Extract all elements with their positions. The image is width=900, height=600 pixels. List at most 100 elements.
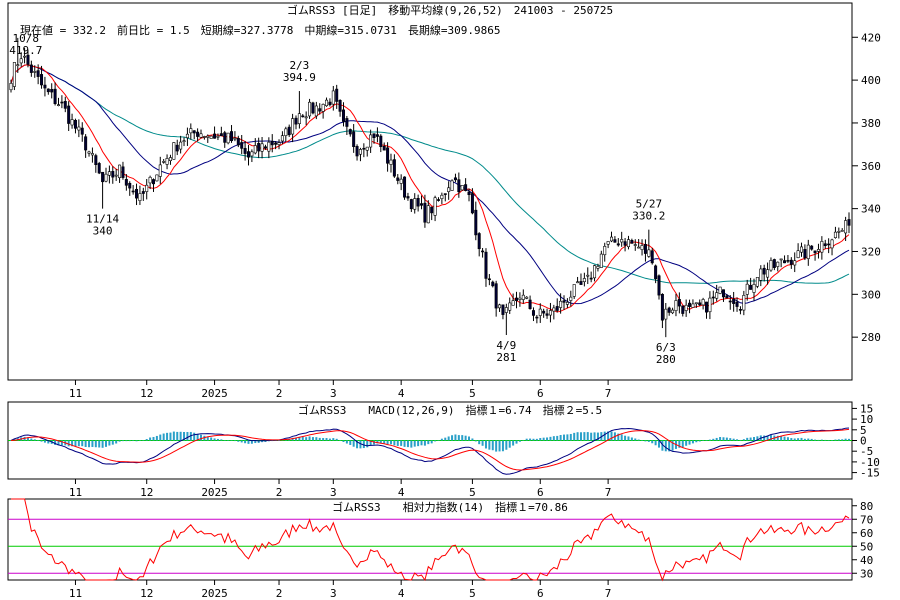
candle-body <box>481 250 485 253</box>
candle-body <box>12 62 16 87</box>
macd-histogram-bar <box>172 431 175 441</box>
macd-histogram-bar <box>484 440 487 449</box>
macd-histogram-bar <box>308 436 311 441</box>
candle-body <box>409 199 413 210</box>
candle-body <box>827 243 831 246</box>
candle-body <box>576 281 580 284</box>
macd-histogram-bar <box>753 437 756 441</box>
candle-body <box>518 297 522 300</box>
candle-body <box>643 244 647 254</box>
x-tick-label: 4 <box>398 587 405 600</box>
candle-body <box>498 304 502 309</box>
macd-histogram-bar <box>590 432 593 441</box>
price-panel-frame <box>7 2 853 381</box>
candle-body <box>382 145 386 151</box>
macd-histogram-bar <box>810 438 813 441</box>
candle-body <box>470 193 474 214</box>
macd-histogram-bar <box>576 432 579 441</box>
macd-histogram-bar <box>423 440 426 446</box>
candle-body <box>97 163 101 174</box>
annotation-date-label: 6/3 <box>656 341 676 354</box>
macd-histogram-bar <box>654 440 657 446</box>
candle-body <box>844 220 848 234</box>
macd-histogram-bar <box>101 440 104 448</box>
candle-body <box>291 118 295 135</box>
macd-line <box>10 428 850 471</box>
macd-histogram-bar <box>739 439 742 441</box>
macd-histogram-bar <box>81 440 84 447</box>
x-tick-label: 2025 <box>201 387 228 400</box>
x-tick-label: 2025 <box>201 587 228 600</box>
candle-body <box>80 127 84 135</box>
candle-body <box>443 193 447 195</box>
candle-body <box>613 239 617 243</box>
candle-body <box>637 246 641 249</box>
annotation-date-label: 2/3 <box>289 59 309 72</box>
candle-body <box>304 116 308 119</box>
moving-average-line <box>10 64 850 305</box>
candle-body <box>742 295 746 311</box>
candle-body <box>63 101 67 109</box>
macd-histogram-bar <box>593 432 596 441</box>
candle-body <box>16 64 20 67</box>
candle-body <box>830 239 834 249</box>
macd-histogram-bar <box>841 439 844 441</box>
macd-histogram-bar <box>539 438 542 441</box>
candle-body <box>813 250 817 254</box>
macd-histogram-bar <box>661 440 664 451</box>
rsi-y-tick-label: 50 <box>860 540 873 553</box>
candle-body <box>708 297 712 313</box>
candle-body <box>460 185 464 191</box>
macd-histogram-bar <box>518 440 521 442</box>
candle-body <box>833 231 837 238</box>
macd-histogram-bar <box>261 440 264 443</box>
price-y-tick-label: 280 <box>861 331 881 344</box>
candle-body <box>793 260 797 266</box>
macd-histogram-bar <box>549 436 552 441</box>
candle-body <box>219 133 223 137</box>
macd-histogram-bar <box>566 434 569 441</box>
candle-body <box>168 157 172 162</box>
macd-y-tick-label: -10 <box>860 456 880 469</box>
candle-body <box>823 243 827 247</box>
macd-histogram-bar <box>298 436 301 441</box>
macd-histogram-bar <box>742 439 745 441</box>
macd-histogram-bar <box>328 438 331 441</box>
candle-body <box>236 138 240 146</box>
macd-histogram-bar <box>227 440 230 441</box>
macd-histogram-bar <box>74 440 77 447</box>
macd-y-tick-label: 15 <box>860 402 873 415</box>
candle-body <box>701 299 705 306</box>
macd-histogram-bar <box>464 435 467 441</box>
macd-histogram-bar <box>658 440 661 448</box>
macd-histogram-bar <box>125 440 128 442</box>
macd-histogram-bar <box>237 440 240 442</box>
macd-histogram-bar <box>719 437 722 441</box>
macd-histogram-bar <box>10 440 12 441</box>
macd-histogram-bar <box>400 440 403 446</box>
candle-body <box>230 131 234 142</box>
macd-histogram-bar <box>831 440 834 441</box>
rsi-line <box>11 498 850 582</box>
candle-body <box>837 231 841 233</box>
candle-body <box>379 135 383 147</box>
macd-histogram-bar <box>715 437 718 441</box>
macd-histogram-bar <box>722 437 725 441</box>
macd-histogram-bar <box>138 440 141 441</box>
candle-body <box>141 191 145 194</box>
macd-histogram-bar <box>736 439 739 441</box>
x-tick-label: 3 <box>330 486 337 499</box>
candle-body <box>365 146 369 151</box>
macd-histogram-bar <box>349 440 352 445</box>
macd-histogram-bar <box>556 435 559 441</box>
annotation-date-label: 4/9 <box>496 339 516 352</box>
candle-body <box>50 89 54 93</box>
macd-histogram-bar <box>691 440 694 444</box>
candle-body <box>280 135 284 142</box>
candle-body <box>586 274 590 277</box>
candle-body <box>362 147 366 150</box>
candle-body <box>253 145 257 154</box>
candle-body <box>40 74 44 86</box>
macd-histogram-bar <box>447 436 450 441</box>
candle-body <box>715 292 719 299</box>
